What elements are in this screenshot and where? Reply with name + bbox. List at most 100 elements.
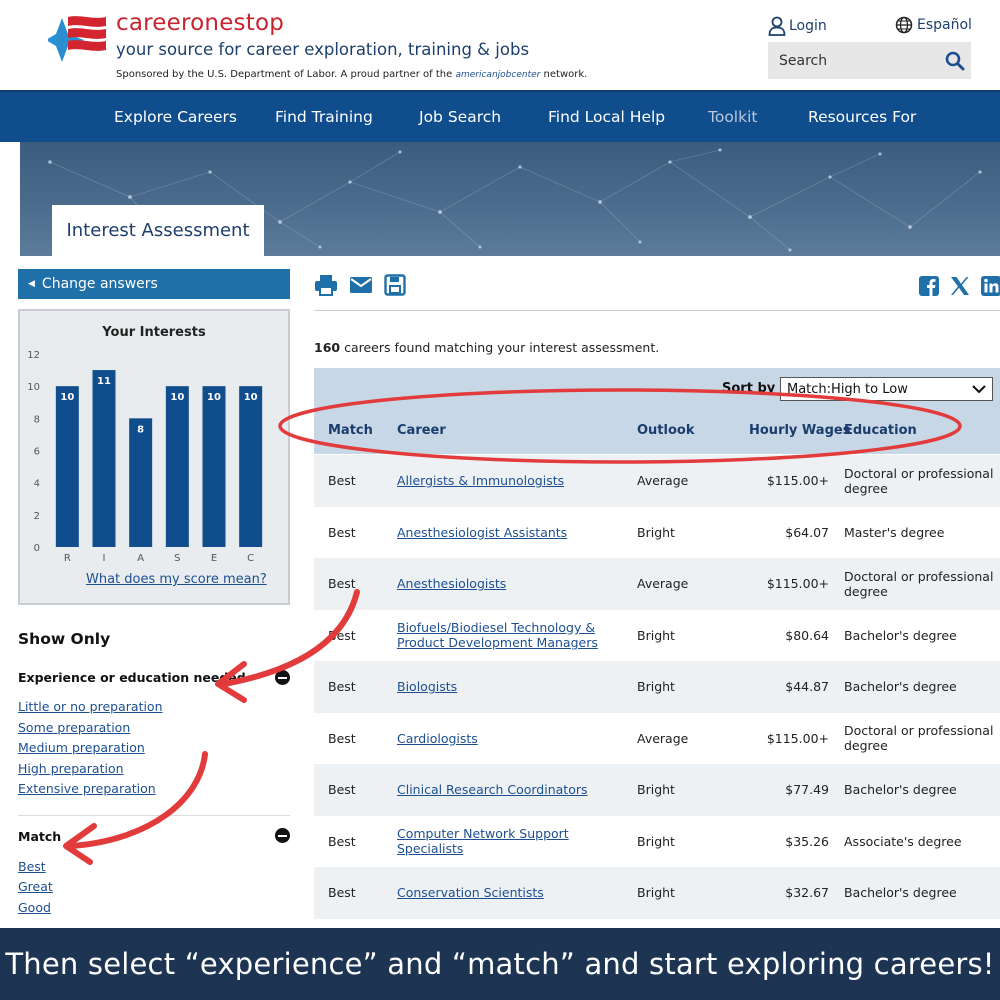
match-cell: Best — [328, 576, 356, 592]
login-link[interactable]: Login — [768, 16, 827, 36]
filter-medium-preparation[interactable]: Medium preparation — [18, 740, 145, 755]
x-tick-label: A — [137, 553, 144, 564]
espanol-label: Español — [917, 17, 972, 33]
table-row: Best Allergists & Immunologists Average $11… — [314, 455, 1000, 507]
sponsor-prefix: Sponsored by the U.S. Department of Labo… — [116, 69, 453, 80]
filter-match-best[interactable]: Best — [18, 859, 46, 874]
change-answers-button[interactable]: ◀ Change answers — [18, 269, 290, 299]
nav-find-local-help[interactable]: Find Local Help — [548, 108, 666, 126]
bar-I — [92, 370, 116, 547]
match-cell: Best — [328, 833, 356, 849]
sponsor-note: Sponsored by the U.S. Department of Labo… — [116, 69, 587, 80]
match-cell: Best — [328, 885, 356, 901]
match-filter-heading: Match — [18, 829, 62, 844]
education-cell: Bachelor's degree — [844, 782, 957, 798]
filter-match-good[interactable]: Good — [18, 900, 51, 915]
match-cell: Best — [328, 473, 356, 489]
facebook-icon[interactable] — [918, 275, 940, 297]
career-link[interactable]: Allergists & Immunologists — [397, 473, 565, 489]
table-row: Best Biologists Bright $44.87 Bachelor's deg… — [314, 661, 1000, 713]
career-link[interactable]: Biofuels/Biodiesel Technology & Product D… — [397, 620, 598, 651]
login-label: Login — [789, 18, 827, 34]
interest-assessment-label: Interest Assessment — [66, 220, 250, 241]
x-tick-label: R — [64, 553, 71, 564]
results-count-text: careers found matching your interest ass… — [344, 340, 660, 355]
column-header-hourly-wages[interactable]: Hourly Wages — [749, 423, 851, 438]
instruction-caption: Then select “experience” and “match” and… — [0, 928, 1000, 1000]
collapse-match-icon[interactable] — [275, 828, 290, 843]
education-cell: Bachelor's degree — [844, 885, 957, 901]
nav-toolkit[interactable]: Toolkit — [708, 108, 758, 126]
interests-chart-panel: Your Interests 0 2 4 6 8 10 12 10 R 11 I 8 A 10 S 10 E 10… — [18, 309, 290, 605]
bar-A — [129, 418, 153, 547]
nav-job-search[interactable]: Job Search — [419, 108, 502, 126]
bar-value-label: 10 — [170, 392, 184, 403]
filter-little-preparation[interactable]: Little or no preparation — [18, 699, 163, 714]
y-tick-label: 2 — [34, 511, 40, 522]
career-link[interactable]: Cardiologists — [397, 730, 478, 746]
career-link[interactable]: Computer Network Support Specialists — [397, 826, 569, 857]
results-count: 160 careers found matching your interest… — [314, 340, 659, 355]
change-answers-label: Change answers — [41, 276, 158, 292]
column-header-outlook[interactable]: Outlook — [637, 423, 695, 438]
bar-value-label: 10 — [207, 392, 221, 403]
email-icon[interactable] — [349, 274, 373, 296]
nav-find-training[interactable]: Find Training — [275, 108, 373, 126]
linkedin-icon[interactable] — [980, 275, 1000, 297]
espanol-link[interactable]: Español — [895, 16, 972, 34]
outlook-cell: Bright — [637, 782, 675, 798]
nav-explore-careers[interactable]: Explore Careers — [114, 108, 237, 126]
filter-divider — [18, 815, 290, 816]
american-job-center-link[interactable]: americanjobcenter — [455, 70, 541, 80]
hourly-wage-cell: $44.87 — [785, 679, 829, 695]
chevron-down-icon — [972, 385, 986, 394]
sort-by-select[interactable]: Match:High to Low — [780, 377, 993, 401]
column-header-education[interactable]: Education — [844, 423, 917, 438]
hourly-wage-cell: $115.00+ — [766, 473, 829, 489]
career-link[interactable]: Conservation Scientists — [397, 885, 544, 901]
filter-match-great[interactable]: Great — [18, 879, 53, 894]
y-tick-label: 12 — [27, 350, 40, 361]
score-meaning-link[interactable]: What does my score mean? — [86, 572, 267, 587]
search-input[interactable]: Search — [768, 42, 971, 79]
caret-left-icon: ◀ — [28, 279, 35, 289]
hourly-wage-cell: $35.26 — [785, 833, 829, 849]
careeronestop-logo-icon[interactable] — [48, 14, 112, 66]
table-row: Best Clinical Research Coordinators Bright… — [314, 764, 1000, 816]
outlook-cell: Average — [637, 730, 689, 746]
filter-some-preparation[interactable]: Some preparation — [18, 720, 131, 735]
career-link[interactable]: Clinical Research Coordinators — [397, 782, 588, 798]
outlook-cell: Average — [637, 473, 689, 489]
hourly-wage-cell: $115.00+ — [766, 730, 829, 746]
brand-name[interactable]: careeronestop — [116, 10, 285, 36]
x-icon[interactable] — [949, 275, 971, 297]
filter-high-preparation[interactable]: High preparation — [18, 761, 124, 776]
results-toolbar — [314, 274, 406, 296]
x-tick-label: S — [174, 553, 180, 564]
bar-value-label: 8 — [137, 424, 144, 435]
globe-icon — [895, 16, 913, 34]
nav-resources-for[interactable]: Resources For — [808, 108, 917, 126]
career-link[interactable]: Anesthesiologists — [397, 576, 507, 592]
match-cell: Best — [328, 524, 356, 540]
outlook-cell: Bright — [637, 524, 675, 540]
y-tick-label: 6 — [34, 447, 40, 458]
column-header-match[interactable]: Match — [328, 423, 373, 438]
sort-by-label: Sort by — [722, 381, 776, 396]
filter-extensive-preparation[interactable]: Extensive preparation — [18, 781, 156, 796]
education-cell: Doctoral or professional degree — [844, 723, 994, 754]
save-icon[interactable] — [384, 274, 406, 296]
bar-value-label: 10 — [60, 392, 74, 403]
print-icon[interactable] — [314, 274, 338, 296]
results-count-number: 160 — [314, 340, 341, 355]
career-link[interactable]: Biologists — [397, 679, 458, 695]
interest-assessment-tab[interactable]: Interest Assessment — [52, 205, 264, 256]
collapse-experience-icon[interactable] — [275, 670, 290, 685]
match-cell: Best — [328, 679, 356, 695]
column-header-career[interactable]: Career — [397, 423, 446, 438]
search-icon[interactable] — [939, 45, 971, 77]
career-link[interactable]: Anesthesiologist Assistants — [397, 524, 568, 540]
site-tagline: your source for career exploration, trai… — [116, 40, 530, 59]
match-cell: Best — [328, 627, 356, 643]
chart-title: Your Interests — [102, 325, 206, 340]
